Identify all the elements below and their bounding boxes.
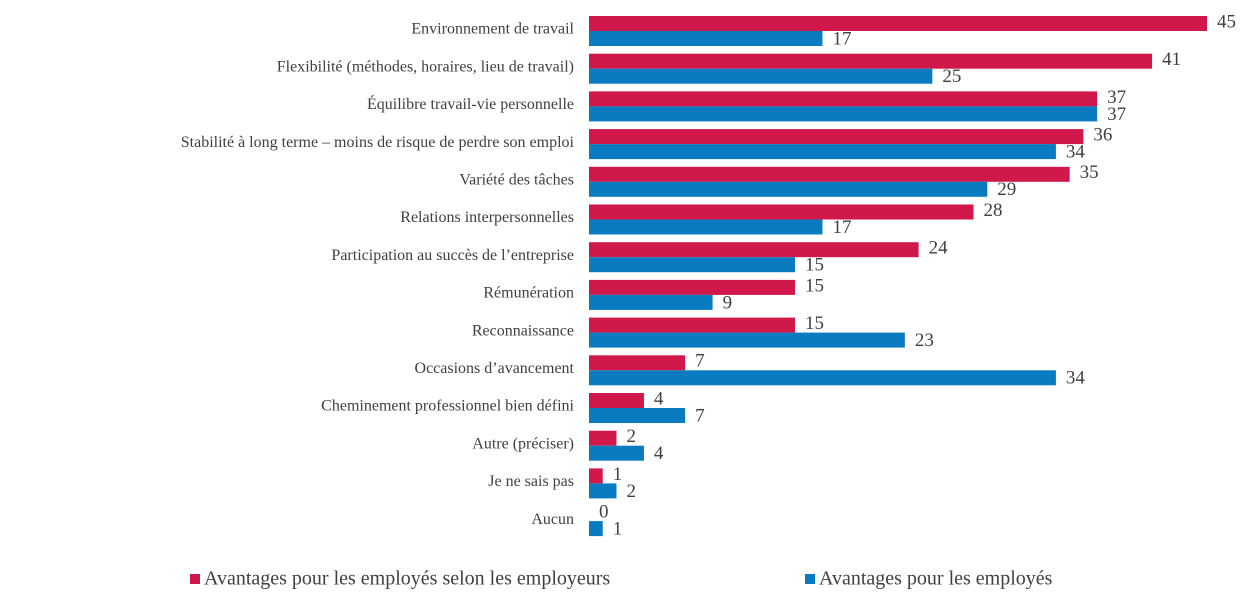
category-label: Cheminement professionnel bien défini [321, 398, 574, 415]
bar [589, 370, 1056, 386]
value-label: 36 [1093, 124, 1112, 145]
value-label: 29 [997, 179, 1016, 200]
bar [589, 144, 1056, 160]
value-label: 15 [805, 313, 824, 334]
category-label: Variété des tâches [459, 171, 574, 188]
value-label: 4 [654, 443, 664, 464]
bar [589, 393, 644, 408]
value-label: 23 [915, 330, 934, 351]
bar [589, 355, 686, 371]
bar [589, 91, 1098, 107]
category-label: Reconnaissance [472, 322, 574, 339]
legend-swatch [190, 574, 200, 584]
value-label: 45 [1217, 11, 1236, 32]
value-label: 17 [832, 28, 851, 49]
category-label: Aucun [531, 511, 574, 528]
bar [589, 242, 919, 258]
value-label: 35 [1080, 162, 1099, 183]
value-label: 37 [1107, 104, 1126, 125]
bar [589, 68, 933, 84]
value-label: 1 [613, 518, 623, 539]
bar [589, 294, 713, 310]
value-label: 0 [599, 501, 609, 522]
bar [589, 468, 603, 484]
value-label: 24 [929, 238, 949, 259]
category-label: Équilibre travail-vie personnelle [367, 94, 574, 113]
bar [589, 483, 617, 499]
value-label: 15 [805, 275, 824, 296]
value-label: 15 [805, 255, 824, 276]
bar [589, 332, 905, 348]
category-label: Autre (préciser) [472, 435, 574, 452]
value-label: 4 [654, 388, 664, 409]
value-label: 41 [1162, 49, 1181, 70]
value-label: 7 [695, 351, 705, 372]
value-label: 2 [626, 426, 636, 447]
legend-swatch [805, 574, 815, 584]
bar [589, 445, 644, 461]
category-label: Relations interpersonnelles [400, 209, 574, 226]
bar [589, 166, 1070, 182]
category-label: Participation au succès de l’entreprise [331, 247, 574, 264]
bar [589, 279, 795, 295]
bar [589, 257, 795, 273]
category-label: Rémunération [483, 285, 574, 302]
legend-label: Avantages pour les employés selon les em… [204, 568, 610, 590]
value-label: 17 [832, 217, 851, 238]
bar [589, 53, 1153, 69]
bar [589, 106, 1098, 122]
category-label: Flexibilité (méthodes, horaires, lieu de… [277, 58, 574, 75]
bar [589, 430, 617, 446]
category-label: Stabilité à long terme – moins de risque… [181, 134, 575, 151]
value-label: 34 [1066, 141, 1086, 162]
bar [589, 16, 1207, 31]
bar [589, 408, 686, 423]
value-label: 34 [1066, 368, 1086, 389]
value-label: 37 [1107, 87, 1126, 108]
legend-label: Avantages pour les employés [819, 568, 1053, 590]
category-label: Je ne sais pas [488, 473, 574, 490]
value-label: 7 [695, 405, 705, 426]
bar [589, 129, 1084, 145]
bar [589, 521, 603, 537]
bar [589, 31, 823, 46]
category-label: Environnement de travail [411, 21, 574, 38]
value-label: 1 [613, 464, 623, 485]
bar [589, 219, 823, 235]
value-label: 25 [942, 66, 961, 87]
bar [589, 317, 795, 333]
bar [589, 204, 974, 220]
bar [589, 181, 988, 197]
category-label: Occasions d’avancement [415, 360, 575, 377]
value-label: 2 [626, 481, 636, 502]
value-label: 28 [984, 200, 1003, 221]
value-label: 9 [723, 292, 733, 313]
